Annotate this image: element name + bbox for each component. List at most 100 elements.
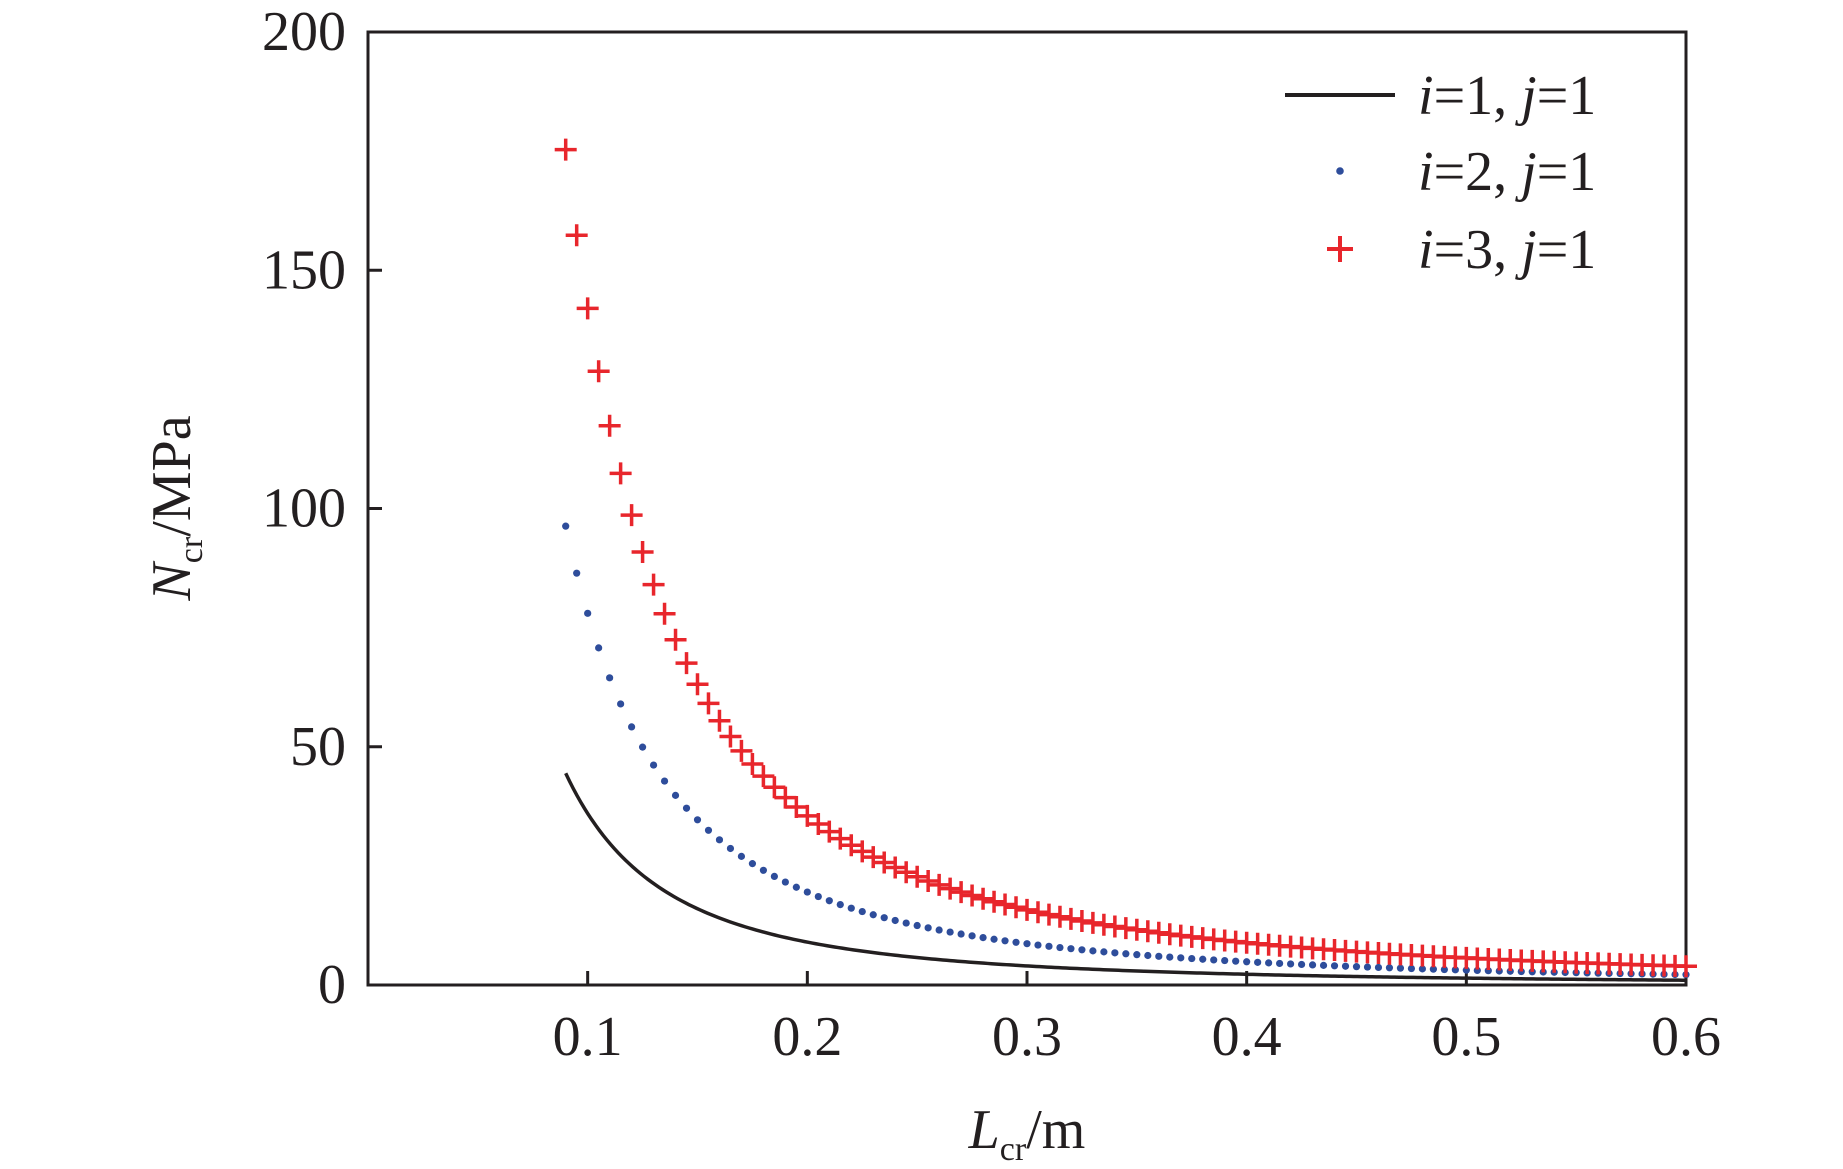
data-point: [1199, 955, 1207, 963]
data-point: [917, 869, 940, 892]
data-point: [1100, 948, 1108, 956]
data-point: [1276, 959, 1284, 968]
data-point: [1005, 896, 1028, 919]
data-point: [671, 791, 680, 799]
data-point: [1070, 909, 1093, 932]
data-point: [1037, 903, 1060, 926]
data-point: [1374, 963, 1383, 972]
data-point: [950, 881, 973, 904]
data-point: [1462, 966, 1470, 974]
y-axis-label: Ncr/MPa: [141, 415, 210, 601]
legend: i=1, j=1 i=2, j=1 i=3, j=1: [1285, 65, 1596, 281]
data-point: [1023, 940, 1031, 948]
data-point: [924, 924, 932, 932]
data-point: [979, 933, 987, 942]
data-point: [1221, 956, 1229, 965]
data-point: [1265, 959, 1273, 967]
data-point: [617, 700, 625, 708]
data-point: [1012, 938, 1020, 946]
data-point: [1067, 945, 1075, 953]
data-point: [576, 297, 599, 320]
data-point: [1111, 949, 1119, 957]
data-point: [638, 743, 647, 751]
data-point: [660, 777, 669, 785]
data-point: [858, 907, 866, 916]
y-tick-label: 100: [262, 478, 346, 540]
data-point: [1016, 898, 1038, 921]
data-point: [869, 911, 877, 919]
data-point: [1418, 965, 1426, 973]
data-point: [1188, 954, 1196, 963]
data-point: [1287, 960, 1295, 968]
data-point: [862, 846, 885, 869]
series-2: [562, 522, 1690, 979]
x-tick-label: 0.4: [1212, 1006, 1282, 1068]
data-point: [686, 673, 709, 696]
x-tick-label: 0.3: [992, 1006, 1062, 1068]
data-point: [983, 890, 1006, 913]
data-point: [715, 836, 724, 844]
data-point: [1330, 962, 1339, 970]
data-point: [1484, 967, 1492, 975]
data-point: [562, 522, 570, 530]
x-tick-label: 0.2: [772, 1006, 842, 1068]
data-point: [803, 888, 811, 896]
data-point: [1092, 913, 1115, 936]
data-point: [1297, 960, 1306, 969]
data-point: [990, 935, 998, 943]
data-point: [1407, 964, 1416, 973]
data-point: [598, 414, 621, 437]
data-point: [631, 540, 654, 563]
data-point: [628, 723, 636, 731]
data-point: [836, 901, 844, 909]
data-point: [1308, 961, 1317, 969]
data-point: [814, 892, 822, 901]
data-point: [1495, 967, 1503, 975]
data-point: [891, 916, 899, 925]
data-point: [741, 753, 764, 776]
data-point: [730, 739, 753, 762]
data-point: [873, 851, 896, 874]
data-point: [606, 674, 614, 682]
data-point: [913, 921, 921, 930]
data-point: [609, 462, 632, 485]
data-point: [752, 765, 775, 788]
data-point: [1675, 955, 1697, 978]
data-point: [595, 644, 603, 652]
data-point: [1363, 963, 1372, 971]
x-tick-label: 0.6: [1651, 1006, 1721, 1068]
data-point: [675, 652, 698, 675]
data-point: [792, 883, 800, 891]
legend-label-series-3: i=3, j=1: [1418, 219, 1596, 281]
data-point: [693, 816, 702, 824]
data-point: [968, 932, 976, 940]
data-point: [847, 904, 855, 912]
data-point: [664, 628, 687, 651]
data-point: [573, 569, 581, 577]
data-point: [1059, 907, 1082, 930]
data-point: [1451, 966, 1459, 974]
data-point: [1341, 962, 1350, 970]
data-point: [1210, 956, 1218, 964]
data-point: [1034, 941, 1042, 949]
data-point: [737, 852, 746, 860]
data-point: [935, 926, 943, 934]
data-point: [961, 884, 984, 907]
data-point: [781, 878, 789, 886]
y-tick-label: 150: [262, 239, 346, 301]
data-point: [1517, 967, 1525, 976]
data-point: [587, 360, 610, 383]
x-tick-label: 0.1: [553, 1006, 623, 1068]
data-point: [759, 866, 768, 874]
data-point: [748, 860, 757, 868]
data-point: [1319, 961, 1328, 969]
data-point: [1429, 965, 1437, 973]
data-point: [584, 609, 592, 617]
series-1: [564, 772, 1687, 982]
data-point: [697, 692, 720, 715]
data-point: [1385, 964, 1394, 972]
series-line: [564, 772, 1687, 982]
data-point: [642, 573, 665, 596]
data-point: [554, 138, 577, 161]
